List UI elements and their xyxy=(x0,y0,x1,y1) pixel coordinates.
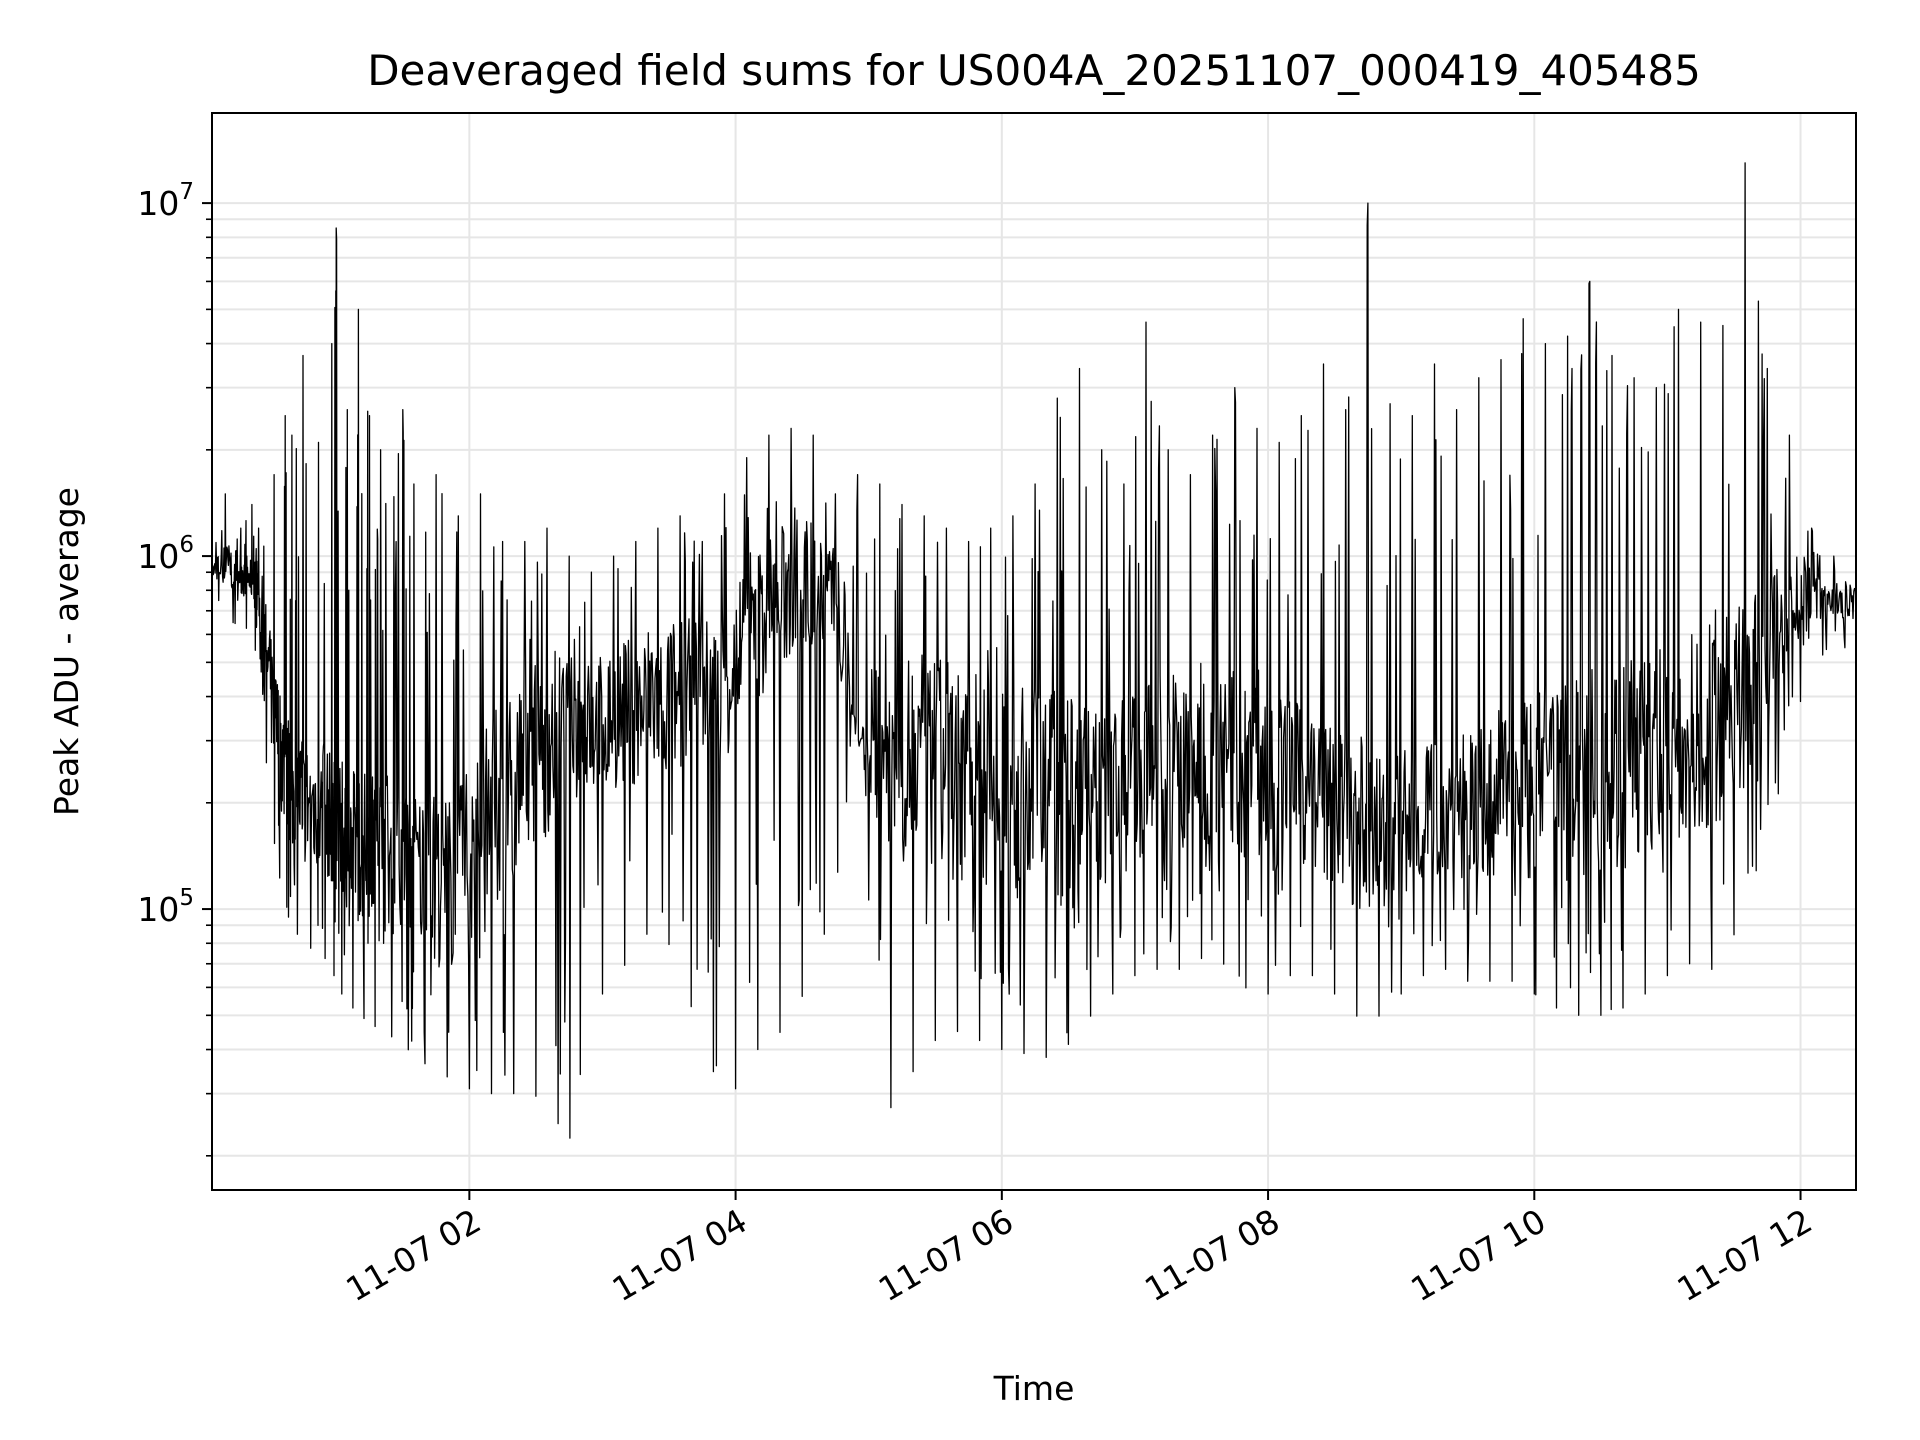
plot-frame xyxy=(211,112,1857,1191)
chart-title: Deaveraged field sums for US004A_2025110… xyxy=(367,46,1701,95)
x-axis-label: Time xyxy=(993,1369,1075,1408)
y-tick-label: 107 xyxy=(137,179,194,223)
y-tick-label: 106 xyxy=(137,532,194,576)
data-trace xyxy=(211,162,1857,1139)
series-line-0 xyxy=(211,162,1857,1139)
y-axis-label: Peak ADU - average xyxy=(47,487,86,816)
y-axis-ticks: 105 106 107 xyxy=(137,179,212,1157)
y-tick-label: 105 xyxy=(137,885,194,929)
